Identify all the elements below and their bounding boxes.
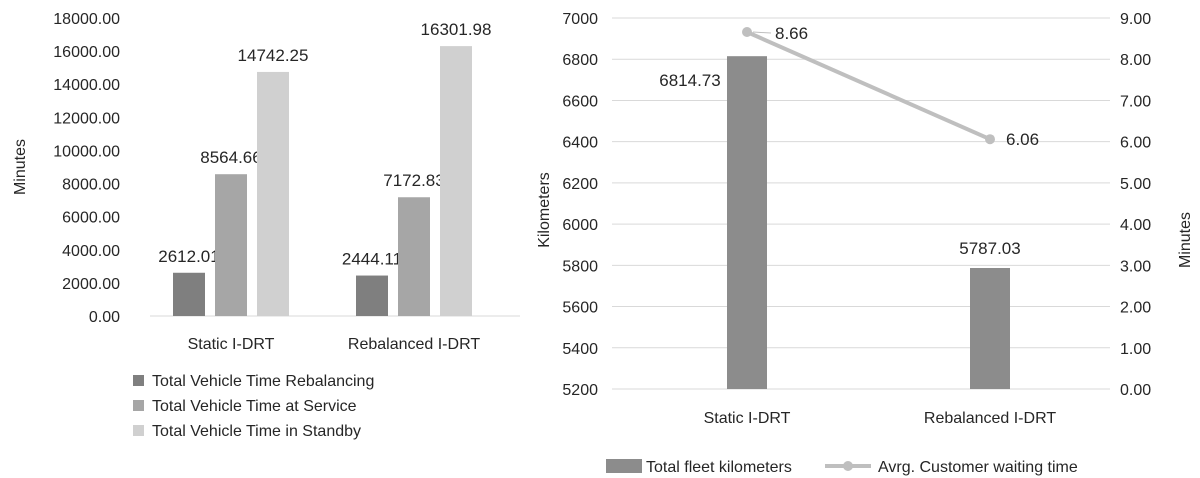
right-chart-line-label: 8.66 bbox=[775, 24, 808, 43]
left-chart-bar bbox=[173, 272, 205, 316]
right-chart-leader-line bbox=[752, 31, 772, 34]
left-chart-data-label: 2444.11 bbox=[342, 250, 402, 269]
left-chart-y-tick: 16000.00 bbox=[53, 44, 120, 61]
right-chart-y2-tick: 1.00 bbox=[1120, 341, 1151, 358]
right-chart-y2-tick: 4.00 bbox=[1120, 217, 1151, 234]
right-chart-y-tick: 5400 bbox=[562, 341, 598, 358]
right-chart-y-tick: 6000 bbox=[562, 217, 598, 234]
left-chart-bar bbox=[398, 197, 430, 316]
left-chart-data-label: 7172.83 bbox=[383, 171, 444, 190]
left-legend-swatch bbox=[133, 400, 144, 411]
left-chart-y-tick: 8000.00 bbox=[62, 177, 120, 194]
right-chart-y2-tick: 9.00 bbox=[1120, 11, 1151, 28]
left-chart-y-tick: 6000.00 bbox=[62, 210, 120, 227]
left-chart-bar bbox=[257, 71, 289, 316]
right-chart-y2-tick: 8.00 bbox=[1120, 52, 1151, 69]
left-chart-y-tick: 0.00 bbox=[89, 309, 120, 326]
right-chart-line-point bbox=[742, 27, 752, 38]
left-chart-data-label: 14742.25 bbox=[238, 46, 309, 65]
left-legend-swatch bbox=[133, 425, 144, 436]
right-chart-bar-label: 5787.03 bbox=[959, 239, 1020, 258]
right-chart-line-label: 6.06 bbox=[1006, 130, 1039, 149]
right-legend-bar-swatch bbox=[606, 459, 642, 473]
left-chart-y-tick: 10000.00 bbox=[53, 143, 120, 160]
right-chart-y2-tick: 2.00 bbox=[1120, 300, 1151, 317]
left-legend-label: Total Vehicle Time Rebalancing bbox=[152, 373, 374, 390]
right-chart-bar bbox=[970, 268, 1010, 389]
left-legend-label: Total Vehicle Time at Service bbox=[152, 398, 357, 415]
left-chart-y-tick: 12000.00 bbox=[53, 110, 120, 127]
right-chart-y-tick: 5600 bbox=[562, 300, 598, 317]
left-chart-y-tick: 2000.00 bbox=[62, 276, 120, 293]
right-chart-bar-label: 6814.73 bbox=[659, 71, 720, 90]
right-legend-label: Avrg. Customer waiting time bbox=[878, 459, 1078, 476]
right-chart-y2-axis-title: Minutes bbox=[1177, 212, 1194, 268]
left-chart-x-tick: Rebalanced I-DRT bbox=[348, 336, 480, 353]
right-chart-y-tick: 7000 bbox=[562, 11, 598, 28]
right-chart-y-tick: 6400 bbox=[562, 135, 598, 152]
right-chart-bar bbox=[727, 56, 767, 389]
left-chart-bar bbox=[356, 275, 388, 316]
right-chart-y-axis-title: Kilometers bbox=[536, 172, 553, 248]
left-chart-data-label: 16301.98 bbox=[421, 20, 492, 39]
left-legend-swatch bbox=[133, 375, 144, 386]
right-chart-x-tick: Static I-DRT bbox=[704, 410, 791, 427]
right-chart-line-point bbox=[985, 134, 995, 145]
left-chart-bar bbox=[440, 46, 472, 316]
left-legend-label: Total Vehicle Time in Standby bbox=[152, 423, 361, 440]
right-chart-y-tick: 5200 bbox=[562, 382, 598, 399]
right-chart-line bbox=[746, 30, 991, 142]
right-chart-y2-tick: 7.00 bbox=[1120, 93, 1151, 110]
left-chart-y-tick: 14000.00 bbox=[53, 77, 120, 94]
right-chart-x-tick: Rebalanced I-DRT bbox=[924, 410, 1056, 427]
right-chart-y2-tick: 3.00 bbox=[1120, 258, 1151, 275]
left-chart-y-tick: 4000.00 bbox=[62, 243, 120, 260]
left-chart-y-axis-title: Minutes bbox=[12, 139, 29, 195]
left-chart-bar bbox=[215, 174, 247, 316]
right-chart-y2-tick: 6.00 bbox=[1120, 135, 1151, 152]
left-chart-data-label: 2612.01 bbox=[158, 247, 219, 266]
left-chart-data-label: 8564.66 bbox=[200, 148, 261, 167]
right-chart-y-tick: 6200 bbox=[562, 176, 598, 193]
left-chart-y-tick: 18000.00 bbox=[53, 11, 120, 28]
right-legend-label: Total fleet kilometers bbox=[646, 459, 792, 476]
right-chart-y-tick: 5800 bbox=[562, 258, 598, 275]
right-chart-y2-tick: 0.00 bbox=[1120, 382, 1151, 399]
right-legend-line-marker bbox=[843, 461, 853, 471]
right-chart-y-tick: 6800 bbox=[562, 52, 598, 69]
right-chart-y-tick: 6600 bbox=[562, 93, 598, 110]
left-chart-x-tick: Static I-DRT bbox=[188, 336, 275, 353]
right-chart-y2-tick: 5.00 bbox=[1120, 176, 1151, 193]
